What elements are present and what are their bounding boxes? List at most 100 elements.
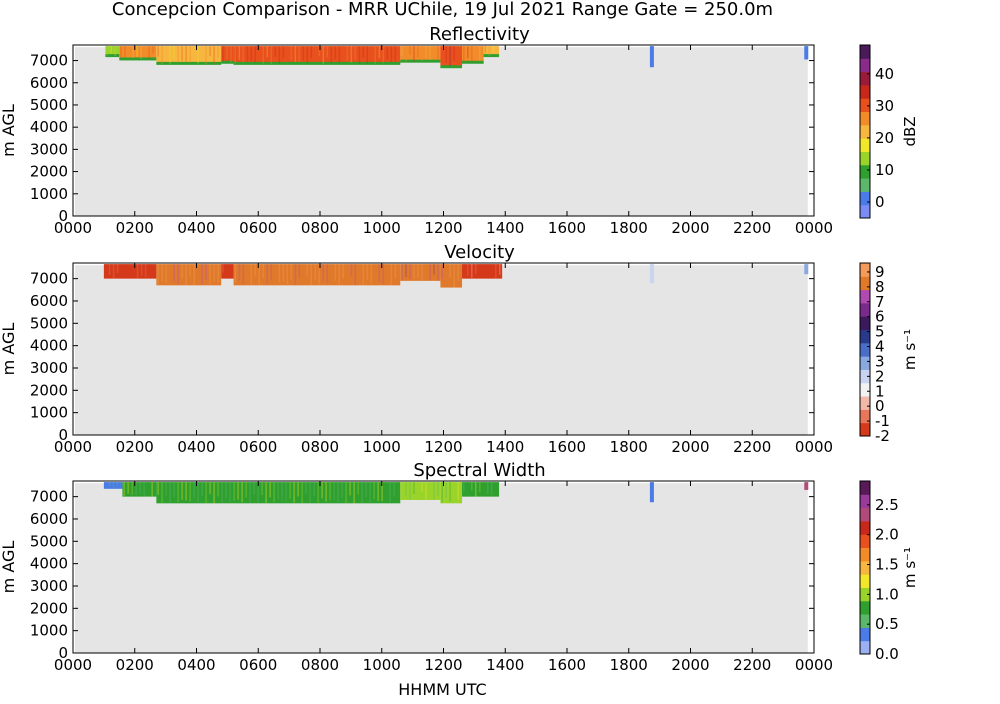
echo-edge [221,60,234,64]
y-tick-label: 0 [58,644,68,662]
echo-texture [467,264,469,276]
echo-texture [177,264,179,285]
echo-texture [475,46,477,60]
colorbar-swatch [860,289,870,304]
echo-texture [401,482,403,499]
colorbar-tick-label: 0.5 [875,615,899,633]
panel-title: Reflectivity [429,24,530,45]
isolated-echo [649,264,654,284]
echo-segment [119,46,157,60]
echo-texture [337,482,339,502]
colorbar-swatch [860,520,870,535]
echo-texture [152,46,154,54]
echo-texture [257,482,259,504]
echo-texture [151,482,153,497]
echo-texture [120,46,122,59]
x-tick-label: 1800 [610,438,648,456]
y-tick-label: 5000 [30,96,68,114]
echo-texture [437,482,439,496]
echo-texture [265,482,267,504]
echo-texture [234,46,237,64]
colorbar-tick-label: 1.5 [875,556,899,574]
echo-texture [318,264,321,285]
echo-texture [189,264,191,277]
echo-texture [274,46,277,57]
echo-segment [103,264,157,279]
echo-texture [417,46,419,57]
echo-texture [479,264,481,279]
missing-data-fill [75,47,808,216]
echo-texture [421,46,423,61]
echo-texture [238,46,241,60]
echo-texture [298,46,301,62]
echo-texture [140,46,142,59]
echo-texture [437,264,439,281]
echo-texture [132,46,134,58]
echo-texture [409,264,411,280]
echo-texture [475,482,477,497]
echo-texture [173,46,175,60]
echo-texture [298,264,301,278]
x-tick-label: 1400 [486,219,524,237]
echo-texture [483,264,485,273]
echo-texture [413,264,415,279]
echo-texture [491,264,493,274]
y-tick-label: 2000 [30,599,68,617]
echo-texture [262,264,265,279]
echo-texture [262,46,265,64]
echo-texture [135,482,137,496]
echo-texture [238,264,241,281]
echo-segment [233,46,401,64]
echo-texture [124,264,127,273]
echo-texture [305,482,307,495]
figure-title: Concepcion Comparison - MRR UChile, 19 J… [111,0,774,20]
echo-edge [119,57,157,61]
echo-texture [417,264,419,279]
x-tick-label: 0600 [239,438,277,456]
echo-texture [401,264,403,281]
colorbar-tick-label: 9 [875,263,885,281]
x-tick-label: 2200 [733,219,771,237]
echo-edge [483,54,500,58]
echo-segment [221,264,234,279]
x-tick-label: 0000 [795,656,833,674]
echo-texture [269,482,271,498]
echo-texture [306,264,309,277]
echo-texture [342,46,345,62]
echo-texture [467,482,469,497]
colorbar-swatch [860,494,870,509]
echo-segment [221,46,234,63]
echo-texture [354,46,357,60]
echo-texture [471,46,473,62]
echo-texture [350,264,353,277]
x-tick-label: 1000 [363,219,401,237]
echo-texture [148,46,150,60]
echo-texture [222,264,224,273]
colorbar-swatch [860,84,870,99]
y-tick-label: 7000 [30,270,68,288]
echo-texture [394,46,397,62]
echo-texture [302,264,305,286]
y-tick-label: 5000 [30,314,68,332]
x-tick-label: 0800 [301,219,339,237]
isolated-echo [804,482,809,490]
y-tick-label: 6000 [30,74,68,92]
colorbar-swatch [860,124,870,139]
echo-texture [266,46,269,58]
colorbar-tick-label: -2 [875,427,890,445]
echo-texture [193,46,195,60]
echo-texture [116,264,119,274]
x-tick-label: 1600 [548,219,586,237]
echo-texture [378,264,381,282]
colorbar-swatch [860,600,870,615]
echo-texture [157,482,159,495]
colorbar-swatch [860,138,870,152]
x-tick-label: 0800 [301,656,339,674]
echo-texture [108,482,111,488]
echo-texture [185,264,187,286]
colorbar-swatch [860,178,870,192]
colorbar-tick-label: 0 [875,397,885,415]
echo-texture [370,46,373,57]
colorbar-tick-label: 20 [875,129,894,147]
